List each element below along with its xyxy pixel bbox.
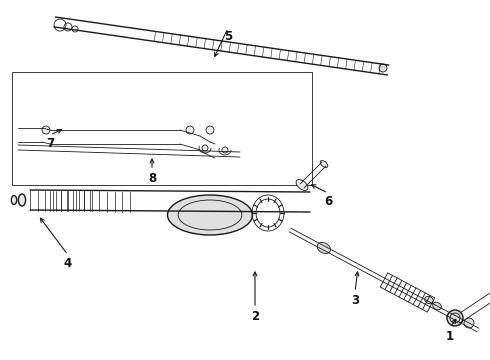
Ellipse shape bbox=[11, 195, 17, 204]
Circle shape bbox=[186, 126, 194, 134]
Circle shape bbox=[464, 318, 474, 328]
Text: 1: 1 bbox=[446, 330, 454, 343]
Text: 8: 8 bbox=[148, 172, 156, 185]
Ellipse shape bbox=[168, 195, 252, 235]
Text: 5: 5 bbox=[224, 30, 232, 43]
Ellipse shape bbox=[433, 302, 441, 310]
Text: 7: 7 bbox=[46, 137, 54, 150]
Text: 2: 2 bbox=[251, 310, 259, 323]
Circle shape bbox=[222, 147, 228, 153]
Ellipse shape bbox=[296, 180, 308, 190]
Circle shape bbox=[447, 310, 463, 326]
Circle shape bbox=[206, 126, 214, 134]
Circle shape bbox=[42, 126, 50, 134]
Text: 4: 4 bbox=[64, 257, 72, 270]
Ellipse shape bbox=[320, 161, 328, 167]
Ellipse shape bbox=[19, 194, 25, 206]
Circle shape bbox=[379, 64, 387, 72]
Text: 6: 6 bbox=[324, 195, 332, 208]
Ellipse shape bbox=[317, 243, 330, 253]
Text: 3: 3 bbox=[351, 294, 359, 307]
Circle shape bbox=[202, 145, 208, 151]
Bar bbox=[12, 72, 312, 185]
Ellipse shape bbox=[425, 296, 433, 304]
